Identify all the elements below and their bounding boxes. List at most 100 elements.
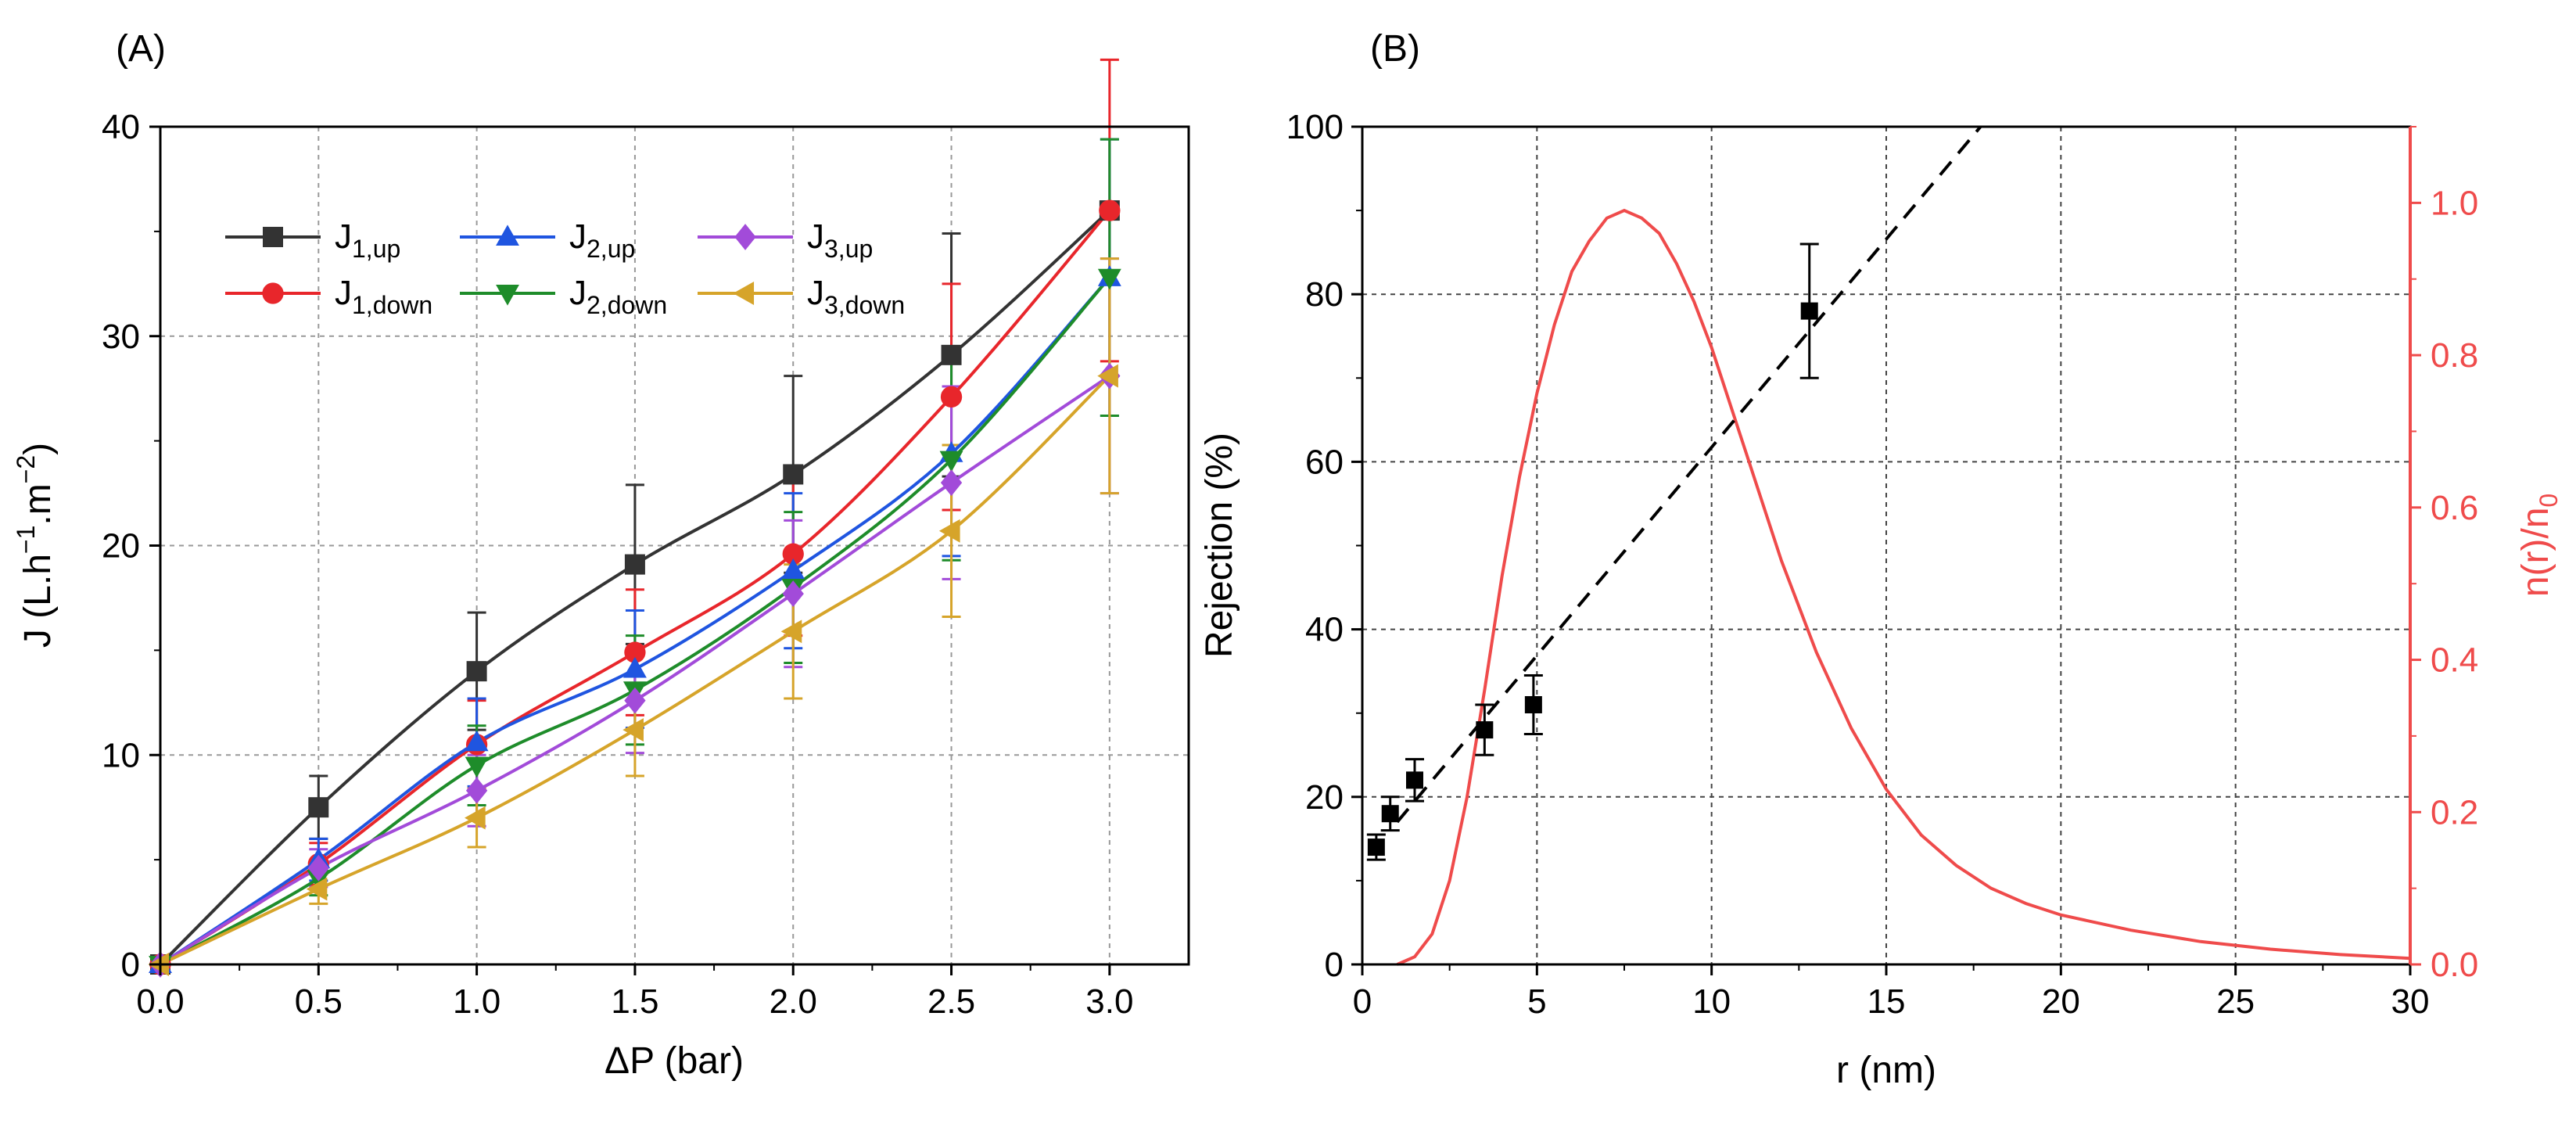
rejection-point [1406,771,1423,789]
legend-label-subscript: 1,down [352,291,432,319]
legend-label: J1,down [335,274,432,319]
data-point [306,877,328,901]
x-tick-label: 3.0 [1085,982,1133,1021]
data-point [940,386,963,408]
y-tick-label: 80 [1305,275,1344,314]
y-tick-label: 100 [1286,108,1344,146]
panel-b-grid [1362,127,2410,964]
rejection-fit-line [1396,125,1982,824]
data-point [307,854,329,882]
y2label-base: n(r)/n [2515,508,2556,598]
legend-label: J1,up [335,217,400,263]
data-point [465,756,489,778]
x-tick-label: 1.5 [611,982,658,1021]
legend-label-base: J [569,217,587,256]
y-tick-label: 0 [1325,946,1344,984]
legend-label-subscript: 1,up [352,235,400,263]
panel-a-ticks: 0.0 0.5 1.0 1.5 2.0 2.5 3.0 0 10 20 30 40 [102,108,1133,1021]
legend-label-base: J [807,217,824,256]
legend-label: J3,up [807,217,873,263]
legend-label-subscript: 2,down [587,291,667,319]
y2label-sub: 0 [2535,494,2563,508]
legend-label-subscript: 3,down [824,291,905,319]
y2-tick-label: 0.0 [2431,946,2478,984]
y-tick-label: 0 [121,946,140,984]
x-tick-label: 10 [1692,982,1731,1021]
panel-b-x-axis-title: r (nm) [1836,1050,1936,1091]
data-point [624,641,646,663]
legend-label-subscript: 2,up [587,235,635,263]
data-point [941,344,962,365]
panel-b-chart: (B) 0 5 10 15 20 25 30 0 20 40 60 80 100 0.0 0.2 0.4 0.6… [1199,28,2563,1091]
legend-label-base: J [335,217,352,256]
ylabel-a-mid: .m [17,483,59,525]
x-tick-label: 0.5 [295,982,343,1021]
y2-tick-label: 0.2 [2431,793,2478,831]
panel-a-x-axis-title: ΔP (bar) [605,1040,744,1082]
x-tick-label: 0 [1353,982,1372,1021]
data-point [465,806,486,830]
panel-a-y-axis-title: J (L.h−1.m−2) [12,443,59,648]
x-tick-label: 30 [2391,982,2430,1021]
y-tick-label: 10 [102,736,140,774]
legend-marker [262,282,284,304]
panel-b-ticks: 0 5 10 15 20 25 30 0 20 40 60 80 100 0.0 0.2 0.4 0.6 0.8 1… [1286,108,2479,1021]
ylabel-a-end: ) [17,443,59,455]
legend-label-base: J [569,274,587,312]
x-tick-label: 0.0 [136,982,184,1021]
y2-tick-label: 1.0 [2431,184,2478,222]
y2-tick-label: 0.4 [2431,641,2478,680]
panel-b-y2-axis-title: n(r)/n0 [2515,494,2563,597]
rejection-point [1476,721,1494,739]
y2-tick-label: 0.8 [2431,336,2478,375]
data-point [1097,268,1121,290]
x-tick-label: 5 [1527,982,1546,1021]
data-point [624,687,646,714]
data-point [622,718,644,742]
y-tick-label: 30 [102,318,140,356]
data-point [465,730,489,752]
panel-a-label: (A) [116,28,166,70]
pore-size-distribution-curve [1396,208,2411,966]
x-tick-label: 25 [2216,982,2255,1021]
data-point [624,554,645,575]
x-tick-label: 15 [1867,982,1906,1021]
data-point [940,469,963,497]
panel-a-chart: (A) 0.0 0.5 1.0 1.5 2.0 2.5 3.0 0 10 20 30 40 ΔP (b… [12,28,1190,1082]
y-tick-label: 20 [1305,778,1344,817]
y-tick-label: 60 [1305,443,1344,481]
y-tick-label: 20 [102,527,140,566]
x-tick-label: 1.0 [453,982,500,1021]
data-point [308,797,329,818]
legend-marker [496,284,519,306]
panel-b-y-axis-title: Rejection (%) [1199,433,1240,658]
ylabel-a-sup2: −2 [12,455,40,483]
rejection-point [1381,805,1399,823]
data-point [783,464,804,485]
panel-b-label: (B) [1370,28,1420,70]
legend-label-subscript: 3,up [824,235,873,263]
x-tick-label: 20 [2042,982,2080,1021]
x-tick-label: 2.5 [927,982,975,1021]
data-point [1099,199,1121,221]
legend-label: J2,down [569,274,667,319]
x-tick-label: 2.0 [770,982,817,1021]
rejection-point [1367,839,1385,856]
data-point [938,519,960,543]
y2-tick-label: 0.6 [2431,489,2478,527]
legend-marker [496,224,519,246]
ylabel-a-base: J (L.h [17,554,59,648]
data-point [782,543,804,565]
y-tick-label: 40 [102,108,140,146]
legend-marker [263,227,283,247]
data-point [622,656,647,678]
legend-label: J3,down [807,274,905,319]
rejection-point [1524,695,1542,713]
legend-label-base: J [335,274,352,312]
data-point [465,777,488,804]
data-point [466,661,487,682]
legend-marker [733,282,755,305]
legend-label: J2,up [569,217,635,263]
